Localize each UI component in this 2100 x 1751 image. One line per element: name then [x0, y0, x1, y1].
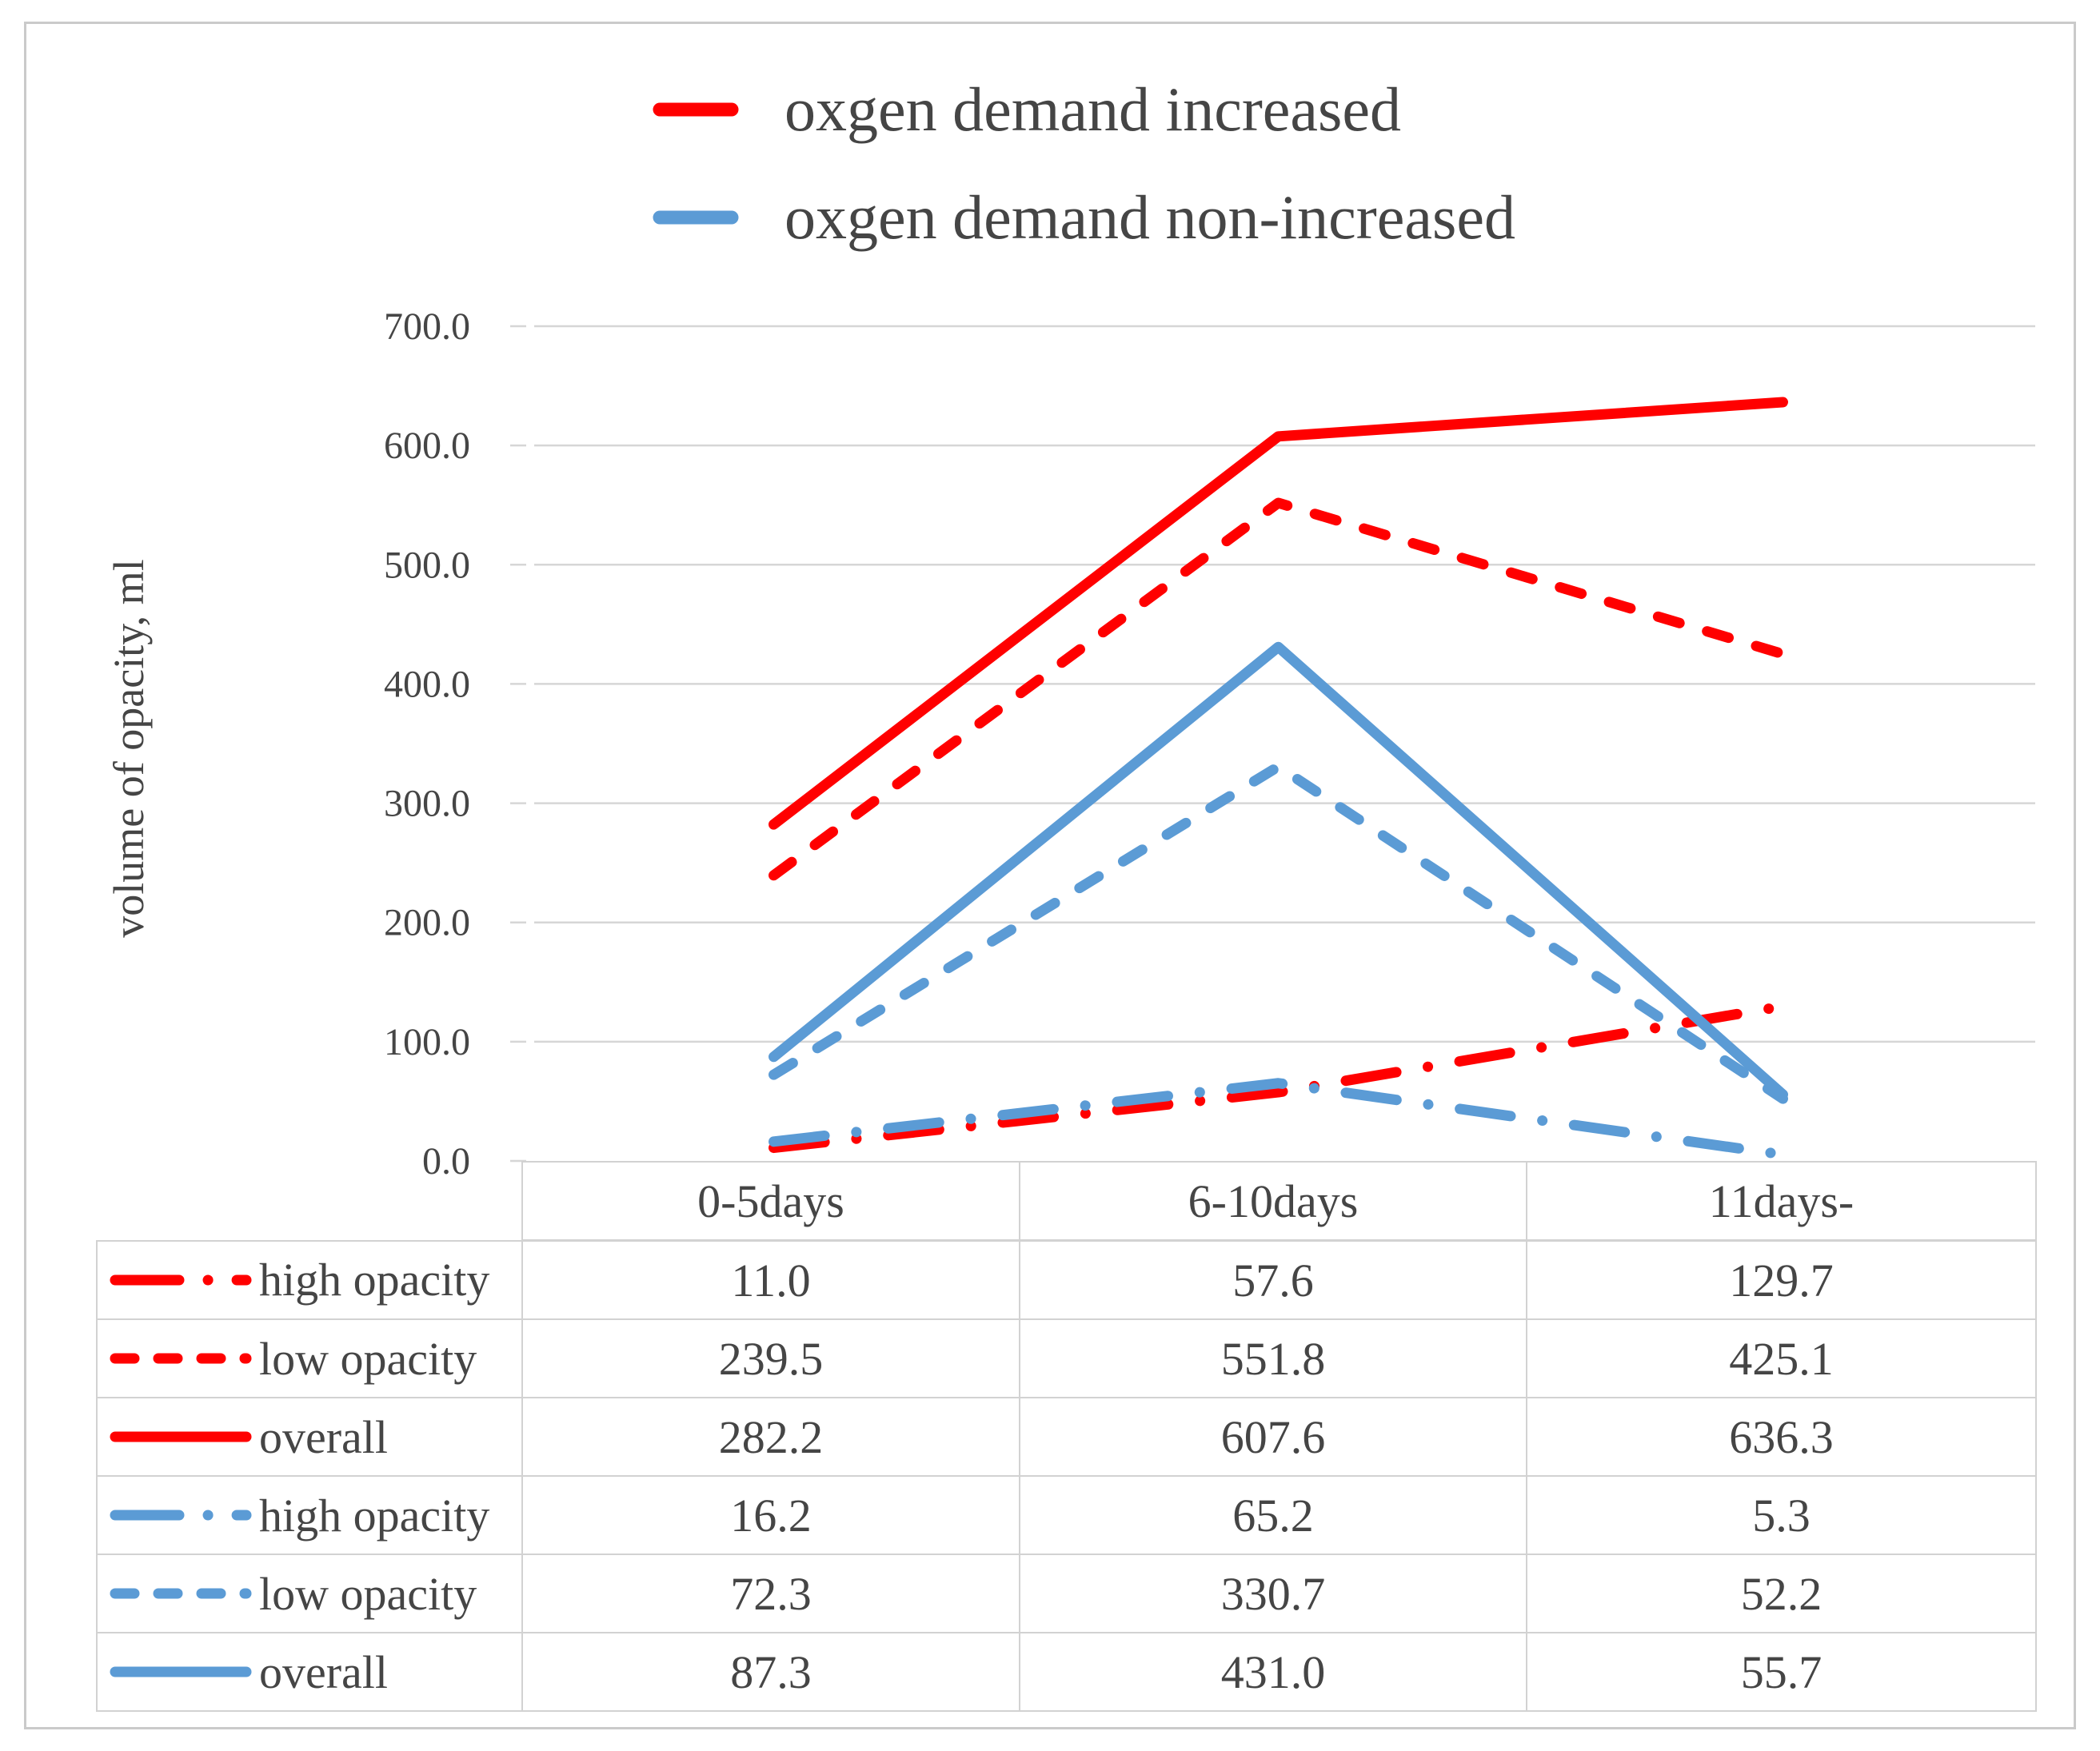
series-legend-cell: low opacity [96, 1318, 523, 1398]
series-legend-cell: high opacity [96, 1475, 523, 1555]
value-cell: 636.3 [1526, 1397, 2037, 1477]
value-cell: 129.7 [1526, 1239, 2037, 1320]
series-swatch-icon [110, 1353, 252, 1364]
table-corner-cell [97, 1162, 522, 1241]
data-table: 0-5days 6-10days 11days- high opacity 11.0 5… [96, 1161, 2037, 1712]
y-tick-label: 500.0 [384, 544, 470, 586]
series-line-oxgen-demand-increased-low-opacity [769, 497, 1788, 881]
series-line-oxgen-demand-non-increased-low-opacity [769, 761, 1788, 1104]
y-tick-label: 0.0 [422, 1140, 470, 1183]
y-tick-label: 300.0 [384, 783, 470, 825]
value-cell: 425.1 [1526, 1318, 2037, 1398]
value-cell: 282.2 [521, 1397, 1020, 1477]
value-cell: 65.2 [1019, 1475, 1527, 1555]
value-cell: 87.3 [521, 1632, 1020, 1712]
series-swatch-icon [110, 1274, 252, 1286]
series-legend-cell: overall [96, 1397, 523, 1477]
value-cell: 239.5 [521, 1318, 1020, 1398]
legend-swatch-increased [653, 102, 739, 117]
table-row: low opacity 72.3 330.7 52.2 [96, 1554, 2037, 1633]
table-header-row: 0-5days 6-10days 11days- [97, 1161, 2037, 1242]
value-cell: 551.8 [1019, 1318, 1527, 1398]
legend-swatch-non-increased [653, 210, 739, 225]
value-cell: 5.3 [1526, 1475, 2037, 1555]
series-line-oxgen-demand-increased-high-opacity [769, 1001, 1788, 1154]
value-cell: 52.2 [1526, 1554, 2037, 1633]
series-label: overall [259, 1410, 389, 1463]
series-swatch-icon [110, 1510, 252, 1521]
table-header-cell: 0-5days [521, 1161, 1020, 1242]
legend-label-increased: oxgen demand increased [785, 74, 1402, 144]
series-legend-cell: overall [96, 1632, 523, 1712]
series-label: low opacity [259, 1567, 477, 1620]
y-tick-label: 600.0 [384, 425, 470, 467]
table-header-cell: 11days- [1526, 1161, 2037, 1242]
y-tick-label: 200.0 [384, 902, 470, 944]
table-row: high opacity 16.2 65.2 5.3 [96, 1475, 2037, 1555]
series-line-oxgen-demand-non-increased-high-opacity [769, 1078, 1788, 1160]
series-swatch-icon [110, 1666, 252, 1677]
series-label: low opacity [259, 1332, 477, 1385]
value-cell: 16.2 [521, 1475, 1020, 1555]
value-cell: 57.6 [1019, 1239, 1527, 1320]
legend-label-non-increased: oxgen demand non-increased [785, 182, 1515, 252]
table-row: low opacity 239.5 551.8 425.1 [96, 1318, 2037, 1398]
value-cell: 55.7 [1526, 1632, 2037, 1712]
y-tick-label: 100.0 [384, 1021, 470, 1063]
series-line-oxgen-demand-non-increased-overall [769, 641, 1788, 1100]
table-row: high opacity 11.0 57.6 129.7 [96, 1239, 2037, 1320]
table-row: overall 87.3 431.0 55.7 [96, 1632, 2037, 1712]
value-cell: 330.7 [1019, 1554, 1527, 1633]
y-tick-label: 700.0 [384, 305, 470, 348]
series-label: high opacity [259, 1254, 490, 1306]
series-line-oxgen-demand-increased-overall [769, 397, 1788, 830]
value-cell: 11.0 [521, 1239, 1020, 1320]
value-cell: 431.0 [1019, 1632, 1527, 1712]
series-label: overall [259, 1645, 389, 1698]
legend-entry-increased: oxgen demand increased [652, 71, 1401, 148]
series-label: high opacity [259, 1489, 490, 1542]
table-header-cell: 6-10days [1019, 1161, 1527, 1242]
y-tick-label: 400.0 [384, 663, 470, 705]
series-legend-cell: high opacity [96, 1239, 523, 1320]
value-cell: 607.6 [1019, 1397, 1527, 1477]
series-swatch-icon [110, 1588, 252, 1599]
table-row: overall 282.2 607.6 636.3 [96, 1397, 2037, 1477]
legend-entry-non-increased: oxgen demand non-increased [652, 179, 1515, 256]
series-swatch-icon [110, 1431, 252, 1442]
value-cell: 72.3 [521, 1554, 1020, 1633]
series-legend-cell: low opacity [96, 1554, 523, 1633]
